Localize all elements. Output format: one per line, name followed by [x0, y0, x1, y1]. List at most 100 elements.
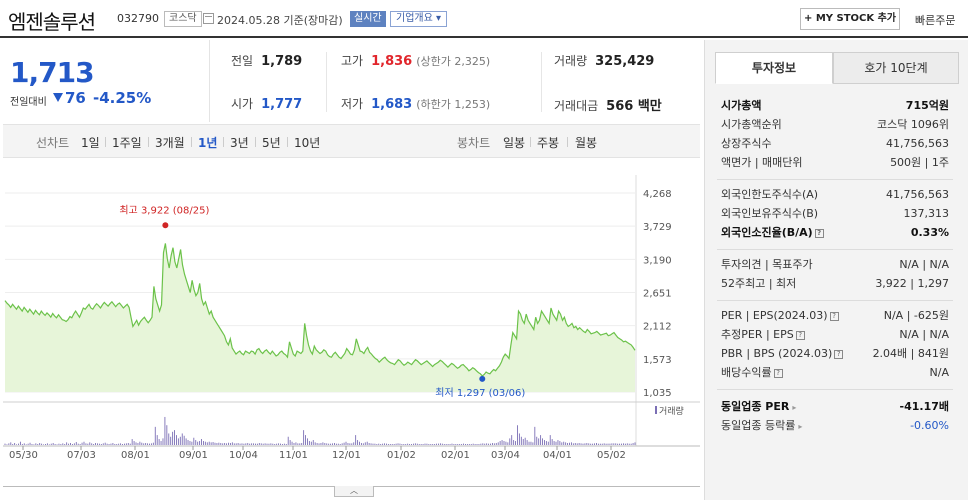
low-annotation: 최저 1,297 (03/06) — [435, 387, 525, 399]
quote-volume: 거래량 325,429 — [554, 52, 654, 69]
price-change-pct: -4.25% — [93, 89, 152, 107]
info-value: 137,313 — [903, 207, 950, 220]
info-row-dividend-yield: 배당수익률? N/A — [721, 363, 949, 382]
period-10y[interactable]: 10년 — [294, 136, 321, 150]
candle-daily[interactable]: 일봉 — [503, 136, 526, 150]
info-label: 배당수익률? — [721, 363, 783, 382]
quote-high: 고가 1,836 (상한가 2,325) — [341, 52, 490, 69]
x-tick-label: 07/03 — [67, 450, 96, 461]
info-row-pbr-bps: PBR | BPS (2024.03)? 2.04배 | 841원 — [721, 344, 949, 363]
period-1d[interactable]: 1일 — [81, 136, 100, 150]
y-tick-label: 3,729 — [643, 222, 672, 233]
help-icon[interactable]: ? — [834, 349, 844, 359]
period-1w[interactable]: 1주일 — [112, 136, 142, 150]
stock-chart[interactable]: 4,268 3,729 3,190 2,651 2,112 1,573 1,035 최고 3,… — [3, 160, 700, 485]
help-icon[interactable]: ? — [795, 330, 805, 340]
info-value: 코스닥 1096위 — [877, 118, 949, 131]
volume-legend-icon — [655, 406, 657, 414]
low-marker — [479, 375, 486, 382]
info-value: 0.33% — [910, 226, 949, 239]
tab-orderbook[interactable]: 호가 10단계 — [833, 52, 959, 84]
divider — [717, 389, 953, 390]
quote-volume-label: 거래량 — [554, 54, 588, 68]
divider — [717, 249, 953, 250]
divider — [530, 137, 531, 147]
candle-monthly[interactable]: 월봉 — [575, 136, 598, 150]
divider — [541, 52, 542, 112]
period-1y[interactable]: 1년 — [198, 136, 218, 150]
period-3y[interactable]: 3년 — [230, 136, 249, 150]
y-tick-label: 4,268 — [643, 189, 672, 200]
info-row-foreign-ratio: 외국인소진율(B/A)? 0.33% — [721, 223, 949, 242]
divider — [223, 137, 224, 147]
quote-volume-value: 325,429 — [595, 54, 655, 69]
candle-chart-label: 봉차트 — [457, 136, 491, 150]
info-label: 투자의견 | 목표주가 — [721, 258, 813, 271]
info-value: -41.17배 — [899, 400, 949, 413]
info-row-sector-change: 동일업종 등락률 ▸ -0.60% — [721, 416, 949, 435]
y-tick-label: 1,573 — [643, 355, 672, 366]
price-summary: 1,713 전일대비 76 -4.25% — [0, 40, 210, 122]
candle-weekly[interactable]: 주봉 — [537, 136, 560, 150]
tab-investment-info[interactable]: 투자정보 — [715, 52, 833, 84]
info-label: PBR | BPS (2024.03)? — [721, 344, 844, 363]
period-3m[interactable]: 3개월 — [155, 136, 185, 150]
info-value: 3,922 | 1,297 — [875, 277, 949, 290]
period-5y[interactable]: 5년 — [262, 136, 281, 150]
x-tick-label: 04/01 — [543, 450, 572, 461]
info-value: 41,756,563 — [886, 188, 949, 201]
price-change: 76 — [65, 89, 86, 107]
info-row-per-eps: PER | EPS(2024.03)? N/A | -625원 — [721, 306, 949, 325]
info-label: PER | EPS(2024.03)? — [721, 306, 839, 325]
x-tick-label: 10/04 — [229, 450, 258, 461]
x-tick-label: 09/01 — [179, 450, 208, 461]
company-info-dropdown[interactable]: 기업개요 ▾ — [390, 11, 447, 27]
info-label: 외국인보유주식수(B) — [721, 207, 819, 220]
x-tick-label: 12/01 — [332, 450, 361, 461]
realtime-button[interactable]: 실시간 — [350, 11, 386, 27]
info-row-market-cap: 시가총액 715억원 — [721, 96, 949, 115]
quote-high-label: 고가 — [341, 54, 364, 68]
info-row-opinion-target: 투자의견 | 목표주가 N/A | N/A — [721, 255, 949, 274]
help-icon[interactable]: ? — [814, 228, 824, 238]
info-label: 52주최고 | 최저 — [721, 277, 797, 290]
quote-low-value: 1,683 — [371, 97, 413, 112]
arrow-right-icon: ▸ — [792, 403, 797, 412]
info-label: 추정PER | EPS? — [721, 325, 805, 344]
quote-prev-label: 전일 — [231, 54, 254, 68]
line-chart-label: 선차트 — [36, 136, 70, 150]
y-tick-label: 2,651 — [643, 289, 672, 300]
chart-period-bar: 선차트 1일 1주일 3개월 1년 3년 5년 10년 봉차트 일봉 주봉 월봉 — [3, 124, 700, 158]
quote-low-label: 저가 — [341, 97, 364, 111]
divider — [191, 137, 192, 147]
quote-prev-value: 1,789 — [261, 54, 303, 69]
info-label[interactable]: 동일업종 PER ▸ — [721, 400, 797, 413]
quote-low: 저가 1,683 (하한가 1,253) — [341, 95, 490, 112]
add-my-stock-button[interactable]: + MY STOCK 추가 — [800, 8, 900, 30]
info-label: 액면가 | 매매단위 — [721, 156, 803, 169]
info-value: N/A | N/A — [899, 328, 949, 341]
info-row-foreign-holding: 외국인보유주식수(B) 137,313 — [721, 204, 949, 223]
change-label: 전일대비 — [10, 97, 47, 108]
quote-open-label: 시가 — [231, 97, 254, 111]
upper-limit: (상한가 2,325) — [416, 55, 491, 68]
x-tick-label: 05/30 — [9, 450, 38, 461]
x-tick-label: 01/02 — [387, 450, 416, 461]
x-tick-label: 05/02 — [597, 450, 626, 461]
help-icon[interactable]: ? — [829, 311, 839, 321]
collapse-chart-button[interactable]: ︿ — [334, 486, 374, 497]
help-icon[interactable]: ? — [773, 368, 783, 378]
price-chart-svg: 4,268 3,729 3,190 2,651 2,112 1,573 1,035 최고 3,… — [3, 175, 700, 461]
quote-amount-label: 거래대금 — [554, 99, 599, 113]
divider — [255, 137, 256, 147]
investment-info-panel: 투자정보 호가 10단계 시가총액 715억원 시가총액순위 코스닥 1096위 상장주… — [704, 40, 968, 500]
quote-amount-value: 566 백만 — [606, 99, 662, 114]
info-label[interactable]: 동일업종 등락률 ▸ — [721, 419, 803, 432]
info-row-est-per-eps: 추정PER | EPS? N/A | N/A — [721, 325, 949, 344]
quote-high-value: 1,836 — [371, 54, 413, 69]
quote-open: 시가 1,777 — [231, 95, 302, 112]
y-tick-label: 3,190 — [643, 255, 672, 266]
y-tick-label: 2,112 — [643, 322, 672, 333]
quick-order-link[interactable]: 빠른주문 — [915, 14, 956, 27]
info-row-face-value: 액면가 | 매매단위 500원 | 1주 — [721, 153, 949, 172]
